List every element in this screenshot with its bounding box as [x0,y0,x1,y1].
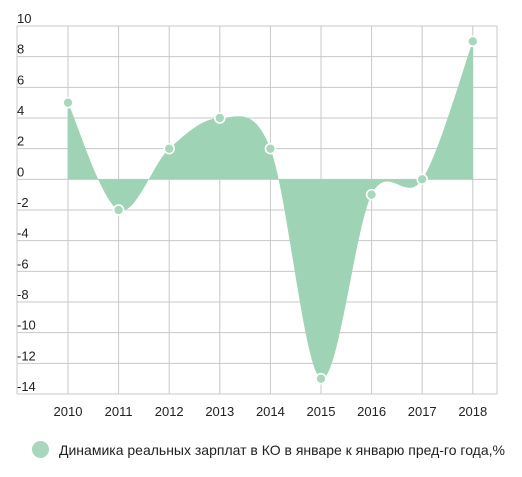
legend: Динамика реальных зарплат в КО в январе … [32,441,505,458]
x-tick-label: 2012 [155,404,184,419]
x-axis-ticks: 2010 2011 2012 2013 2014 2015 2016 2017 2018 [54,404,488,419]
data-point-2018 [466,35,479,48]
y-tick-label: 4 [17,103,24,118]
y-tick-label: 2 [17,134,24,149]
x-tick-label: 2017 [408,404,437,419]
data-point-2017 [416,173,429,186]
x-tick-label: 2011 [105,404,133,419]
data-point-2015 [315,372,327,385]
y-tick-label: -14 [17,379,36,394]
x-tick-label: 2016 [357,404,386,419]
y-tick-label: 6 [17,72,24,87]
data-markers [62,35,479,385]
y-tick-label: 0 [17,164,24,179]
data-point-2012 [163,142,175,155]
y-tick-label: -12 [17,348,36,363]
legend-label: Динамика реальных зарплат в КО в январе … [59,441,505,458]
x-tick-label: 2013 [205,404,234,419]
data-point-2011 [112,204,125,216]
y-tick-label: -6 [17,256,29,271]
x-tick-label: 2018 [458,404,487,419]
grid [16,25,498,395]
y-tick-label: -8 [17,287,29,302]
y-tick-label: 10 [17,11,31,26]
legend-swatch [32,441,49,458]
y-tick-label: -4 [17,226,29,241]
x-tick-label: 2010 [54,404,83,419]
data-point-2016 [365,188,378,201]
data-point-2010 [62,96,74,109]
y-tick-label: 8 [17,42,24,57]
data-point-2013 [214,112,226,124]
data-point-2014 [264,142,277,155]
x-tick-label: 2014 [256,404,285,419]
y-tick-label: -2 [17,195,29,210]
y-axis-ticks: 10 8 6 4 2 0 -2 -4 -6 -8 -10 -12 -14 [17,11,36,394]
y-tick-label: -10 [17,318,36,333]
x-tick-label: 2015 [307,404,336,419]
